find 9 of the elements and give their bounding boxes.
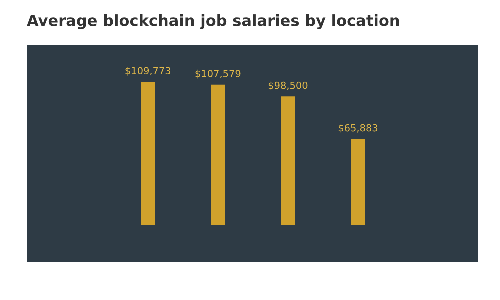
data-label: $109,773 <box>126 67 171 76</box>
bar <box>211 84 226 225</box>
chart-title: Average blockchain job salaries by location <box>27 14 400 30</box>
bar <box>141 82 156 225</box>
bar <box>281 96 296 225</box>
data-label: $107,579 <box>196 70 241 79</box>
data-label: $98,500 <box>268 82 308 91</box>
data-label: $65,883 <box>338 124 378 134</box>
bar <box>351 139 366 225</box>
